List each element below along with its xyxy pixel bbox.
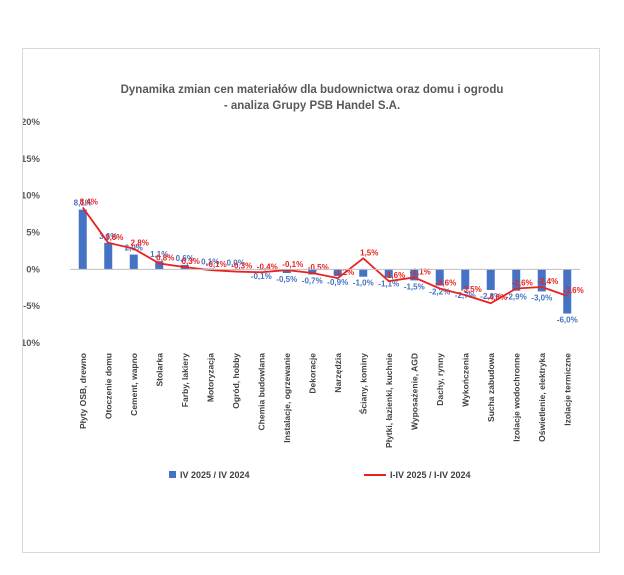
bar xyxy=(486,269,495,290)
bar xyxy=(333,269,342,276)
bar xyxy=(129,254,138,270)
x-category-label: Chemia budowlana xyxy=(256,353,266,431)
legend: IV 2025 / IV 2024 I-IV 2025 / I-IV 2024 xyxy=(169,470,471,480)
x-category-label: Narzędzia xyxy=(333,353,343,393)
bar-series: 8,1%3,6%2,0%1,1% 0,6% 0,1% 0,0%-0,1% -0,5% -0… xyxy=(74,199,578,325)
line-data-label: -4,6% xyxy=(486,293,507,302)
x-category-label: Ściany, kominy xyxy=(357,353,368,415)
bar-data-label: 3,6% xyxy=(99,232,117,241)
bar-data-label: 1,1% xyxy=(150,250,168,259)
bar-data-label: 0,6% xyxy=(176,254,194,263)
x-category-label: Płytki, łazienki, kuchnie xyxy=(384,353,394,448)
legend-bar-swatch xyxy=(169,471,176,478)
x-category-label: Sucha zabudowa xyxy=(486,353,496,422)
x-category-label: Instalacje, ogrzewanie xyxy=(282,353,292,443)
legend-bar-label: IV 2025 / IV 2024 xyxy=(180,470,250,480)
x-category-label: Izolacje termiczne xyxy=(562,353,572,426)
y-tick-label: 5% xyxy=(26,228,40,239)
bar xyxy=(563,269,572,314)
line-data-label: 0,8% xyxy=(156,253,174,262)
bar xyxy=(512,269,521,291)
bar xyxy=(308,269,317,275)
y-tick-label: 0% xyxy=(26,264,40,275)
x-category-label: Stolarka xyxy=(154,353,164,387)
x-category-label: Płyty OSB, drewno xyxy=(78,353,88,429)
bar xyxy=(78,209,87,270)
x-category-label: Ogród, hobby xyxy=(231,353,241,409)
line-data-label: 2,8% xyxy=(131,239,149,248)
chart-title-line: - analiza Grupy PSB Handel S.A. xyxy=(224,100,400,112)
line-data-label: -1,6% xyxy=(384,271,405,280)
bar-data-label: -1,5% xyxy=(404,282,425,291)
line-data-label: -3,6% xyxy=(563,286,584,295)
bar-data-label: -1,0% xyxy=(353,279,374,288)
bar-data-label: -0,5% xyxy=(276,275,297,284)
x-category-label: Otoczenie domu xyxy=(103,353,113,419)
bar xyxy=(104,242,113,270)
line-data-label: -0,1% xyxy=(282,260,303,269)
bar-data-label: -3,0% xyxy=(531,293,552,302)
bar-data-label: -6,0% xyxy=(557,316,578,325)
x-category-label: Wykończenia xyxy=(460,353,470,407)
x-category-label: Cement, wapno xyxy=(129,353,139,416)
x-category-label: Oświetlenie, elektryka xyxy=(537,353,547,442)
line-data-label: -0,3% xyxy=(231,262,252,271)
bar-data-label: 8,1% xyxy=(74,199,92,208)
line-data-label: 8,4% xyxy=(80,197,98,206)
line-data-label: -1,1% xyxy=(410,267,431,276)
line-data-label: 3,6% xyxy=(105,233,123,242)
x-category-label: Farby, lakiery xyxy=(180,353,190,407)
y-axis: 20% 15% 10% 5% 0% -5% -10% xyxy=(23,117,41,349)
chart-title-line: Dynamika zmian cen materiałów dla budown… xyxy=(121,84,504,96)
line-data-label: -2,4% xyxy=(537,277,558,286)
bar-data-label: -0,7% xyxy=(302,276,323,285)
y-tick-label: 20% xyxy=(23,117,41,128)
bar-data-label: 0,1% xyxy=(201,258,219,267)
line-data-label: 1,5% xyxy=(360,248,378,257)
line-data-label: -0,5% xyxy=(308,263,329,272)
bar xyxy=(461,269,470,290)
bar-data-label: -1,1% xyxy=(378,279,399,288)
line-data-label: 0,3% xyxy=(182,257,200,266)
bar-data-label: -2,8% xyxy=(480,292,501,301)
bar xyxy=(155,261,164,270)
x-category-label: Izolacje wodochronne xyxy=(511,353,521,442)
y-tick-label: -5% xyxy=(23,301,40,312)
chart-title: Dynamika zmian cen materiałów dla budown… xyxy=(121,84,504,112)
bar-data-label: -2,9% xyxy=(506,293,527,302)
line-series: 8,4%3,6%2,8%0,8% 0,3% -0,1% -0,3% -0,4% -0,1%… xyxy=(80,197,584,305)
bar xyxy=(384,269,393,278)
chart-frame: Dynamika zmian cen materiałów dla budown… xyxy=(22,48,600,553)
line-data-label: -2,6% xyxy=(512,278,533,287)
chart: Dynamika zmian cen materiałów dla budown… xyxy=(23,84,584,480)
line-data-label: -0,4% xyxy=(257,262,278,271)
bar-data-label: -0,9% xyxy=(327,278,348,287)
bar-data-label: -2,2% xyxy=(429,288,450,297)
y-tick-label: 15% xyxy=(23,154,41,165)
x-category-label: Motoryzacja xyxy=(205,353,215,402)
bar xyxy=(537,269,546,292)
line-data-label: -0,1% xyxy=(206,260,227,269)
bar-data-label: 0,0% xyxy=(227,258,245,267)
bar xyxy=(435,269,444,286)
bar xyxy=(410,269,419,281)
y-tick-label: -10% xyxy=(23,338,41,349)
x-category-label: Wyposażenie, AGD xyxy=(409,353,419,430)
bar xyxy=(359,269,368,277)
line-data-label: -3,5% xyxy=(461,285,482,294)
line-path xyxy=(82,206,568,305)
x-category-label: Dachy, rynny xyxy=(435,353,445,406)
x-axis: Płyty OSB, drewno Otoczenie domu Cement, w… xyxy=(70,268,580,448)
line-data-label: -1,2% xyxy=(333,268,354,277)
y-tick-label: 10% xyxy=(23,191,41,202)
legend-line-label: I-IV 2025 / I-IV 2024 xyxy=(390,470,471,480)
x-category-label: Dekoracje xyxy=(307,353,317,394)
bar xyxy=(282,269,291,274)
bar-data-label: -0,1% xyxy=(251,272,272,281)
line-data-label: -2,6% xyxy=(435,278,456,287)
